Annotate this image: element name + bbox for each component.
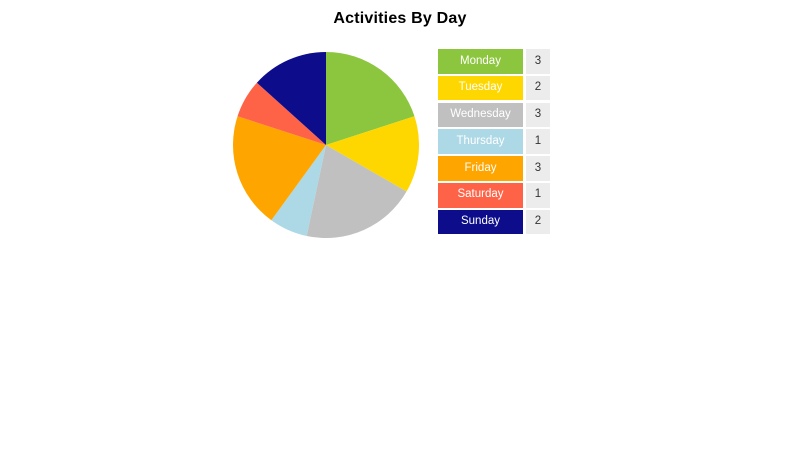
legend-row-sunday[interactable]: Sunday 2 [438,209,550,235]
legend-value: 2 [526,75,550,101]
pie-chart [233,52,419,238]
legend-value: 2 [526,209,550,235]
pie-slice-saturday[interactable] [237,82,326,145]
legend-label: Monday [438,49,523,74]
pie-slice-thursday[interactable] [271,145,326,236]
chart-title: Activities By Day [333,10,467,27]
legend-value: 3 [526,156,550,181]
pie-slice-wednesday[interactable] [306,145,407,238]
pie-slice-monday[interactable] [326,52,415,145]
legend-label: Thursday [438,129,523,154]
pie-slice-tuesday[interactable] [326,116,419,192]
pie-slice-friday[interactable] [233,116,326,221]
legend-row-saturday[interactable]: Saturday 1 [438,182,550,208]
legend-row-thursday[interactable]: Thursday 1 [438,129,550,154]
legend-value: 3 [526,49,550,74]
legend-table: Monday 3 Tuesday 2 Wednesday 3 Thursday 1 Friday… [438,49,550,235]
legend-row-tuesday[interactable]: Tuesday 2 [438,75,550,101]
legend-label: Wednesday [438,102,523,128]
legend-value: 3 [526,102,550,128]
pie-slice-sunday[interactable] [256,52,326,145]
legend-row-friday[interactable]: Friday 3 [438,156,550,181]
legend-row-wednesday[interactable]: Wednesday 3 [438,102,550,128]
legend-label: Tuesday [438,75,523,101]
legend-label: Saturday [438,182,523,208]
legend-label: Sunday [438,209,523,235]
legend-label: Friday [438,156,523,181]
legend-row-monday[interactable]: Monday 3 [438,49,550,74]
legend-value: 1 [526,129,550,154]
legend-value: 1 [526,182,550,208]
